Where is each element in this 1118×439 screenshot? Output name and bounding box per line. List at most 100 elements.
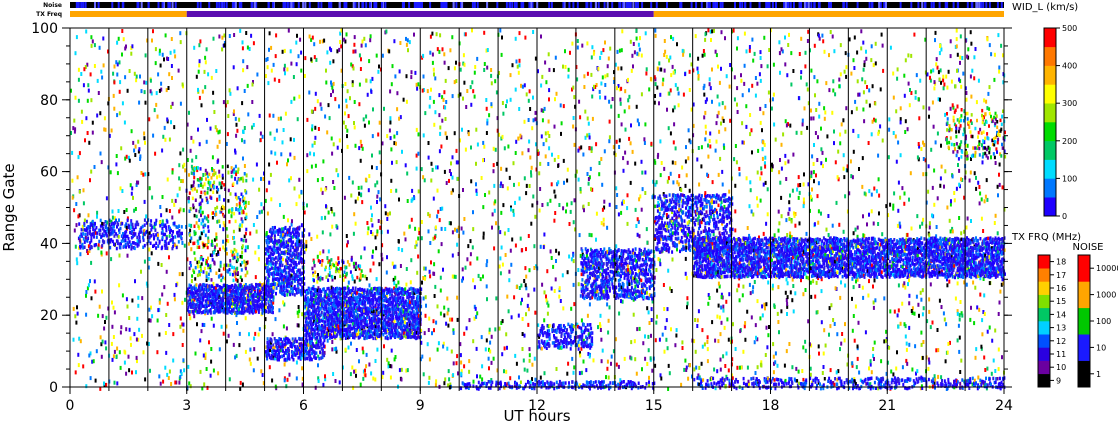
data-point xyxy=(547,52,550,57)
data-point xyxy=(198,142,201,147)
data-point xyxy=(476,256,479,261)
data-point xyxy=(811,154,814,159)
data-point xyxy=(438,49,441,54)
data-point xyxy=(783,363,786,368)
data-point xyxy=(640,207,643,212)
data-point xyxy=(436,165,439,170)
data-point xyxy=(201,296,204,300)
data-point xyxy=(140,230,143,234)
data-point xyxy=(158,48,161,53)
data-point xyxy=(358,359,360,364)
data-point xyxy=(238,307,241,312)
data-point xyxy=(933,374,936,379)
data-point xyxy=(720,203,722,208)
data-point xyxy=(456,354,459,359)
data-point xyxy=(75,257,78,262)
data-point xyxy=(195,290,198,294)
data-point xyxy=(368,362,371,367)
data-point xyxy=(506,294,509,299)
data-point xyxy=(161,222,164,227)
data-point xyxy=(807,276,810,281)
data-point xyxy=(485,131,488,135)
data-point xyxy=(790,82,793,87)
data-point xyxy=(156,114,159,119)
data-point xyxy=(399,115,402,120)
data-point xyxy=(443,169,446,174)
data-point xyxy=(949,202,952,207)
data-point xyxy=(915,73,918,78)
data-point xyxy=(79,246,82,250)
data-point xyxy=(792,152,795,157)
data-point xyxy=(352,49,355,54)
data-point xyxy=(390,147,393,152)
data-point xyxy=(623,200,625,204)
data-point xyxy=(258,283,261,287)
data-point xyxy=(708,82,711,87)
data-point xyxy=(179,375,182,379)
data-point xyxy=(364,368,366,373)
data-point xyxy=(790,51,793,56)
data-point xyxy=(178,380,181,385)
data-point xyxy=(298,94,301,99)
data-point xyxy=(472,379,475,384)
data-point xyxy=(194,287,197,292)
data-point xyxy=(892,71,895,76)
data-point xyxy=(125,327,128,332)
data-point xyxy=(321,177,324,181)
data-point xyxy=(687,206,690,211)
data-point xyxy=(439,275,442,280)
data-point xyxy=(421,354,424,359)
data-point xyxy=(856,344,859,349)
data-point xyxy=(113,349,116,354)
data-point xyxy=(960,84,963,89)
data-point xyxy=(993,221,996,225)
data-point xyxy=(261,373,264,377)
data-point xyxy=(235,284,238,288)
data-point xyxy=(128,240,131,244)
data-point xyxy=(447,323,450,328)
data-point xyxy=(376,194,379,199)
data-point xyxy=(801,118,804,123)
data-point xyxy=(786,295,789,300)
data-point xyxy=(241,46,244,51)
data-point xyxy=(965,225,968,230)
data-point xyxy=(232,65,235,70)
data-point xyxy=(988,325,991,330)
data-point xyxy=(793,213,796,218)
data-point xyxy=(234,271,237,276)
data-point xyxy=(374,235,377,240)
data-point xyxy=(115,232,118,236)
data-point xyxy=(852,231,855,236)
data-point xyxy=(230,285,233,290)
data-point xyxy=(928,225,931,230)
data-point xyxy=(742,284,745,289)
data-point xyxy=(543,318,546,323)
data-point xyxy=(939,97,941,102)
data-point xyxy=(870,192,873,197)
data-point xyxy=(829,30,832,34)
data-point xyxy=(383,106,385,111)
data-point xyxy=(936,196,939,201)
data-point xyxy=(628,105,631,110)
data-point xyxy=(809,175,812,180)
data-point xyxy=(594,85,597,89)
data-point xyxy=(417,151,420,156)
data-point xyxy=(817,220,820,225)
data-point xyxy=(930,69,933,74)
data-point xyxy=(136,359,138,364)
data-point xyxy=(736,110,739,114)
data-point xyxy=(725,374,728,379)
data-point xyxy=(340,44,343,49)
data-point xyxy=(721,295,724,300)
data-point xyxy=(332,81,335,86)
data-point xyxy=(264,317,267,322)
data-point xyxy=(424,266,427,271)
data-point xyxy=(192,291,195,295)
data-point xyxy=(774,351,777,356)
data-point xyxy=(844,51,847,56)
data-point xyxy=(267,252,270,256)
data-point xyxy=(313,300,316,305)
data-point xyxy=(860,29,863,34)
data-point xyxy=(112,305,115,310)
data-point xyxy=(746,226,749,230)
